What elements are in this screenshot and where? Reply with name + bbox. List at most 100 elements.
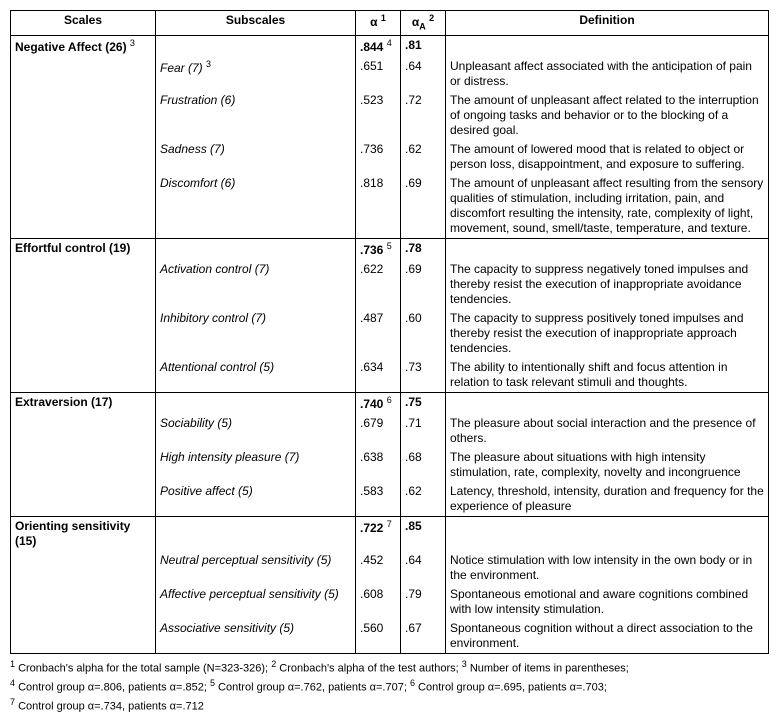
definition-text: Latency, threshold, intensity, duration … [446,482,769,517]
subscale-alphaA: .64 [401,551,446,585]
subscale-name: Sadness (7) [156,140,356,174]
scale-row: Effortful control (19).736 5.78 [11,238,769,260]
subscale-row: Associative sensitivity (5).560.67Sponta… [11,619,769,654]
subscale-alpha: .523 [356,91,401,140]
scale-name: Negative Affect (26) 3 [11,35,156,57]
subscale-alpha: .560 [356,619,401,654]
subscale-alphaA: .64 [401,57,446,91]
empty [11,91,156,140]
subscale-row: Affective perceptual sensitivity (5).608… [11,585,769,619]
subscale-row: Sadness (7).736.62The amount of lowered … [11,140,769,174]
subscale-row: Fear (7) 3.651.64Unpleasant affect assoc… [11,57,769,91]
subscale-alphaA: .62 [401,140,446,174]
subscale-name: Associative sensitivity (5) [156,619,356,654]
header-alpha: α 1 [356,11,401,36]
definition-text: The amount of unpleasant affect resultin… [446,174,769,239]
subscale-row: High intensity pleasure (7).638.68The pl… [11,448,769,482]
subscale-alpha: .634 [356,358,401,393]
subscale-row: Frustration (6).523.72The amount of unpl… [11,91,769,140]
definition-text: The pleasure about situations with high … [446,448,769,482]
subscale-row: Inhibitory control (7).487.60The capacit… [11,309,769,358]
empty [156,238,356,260]
header-alphaA: αA 2 [401,11,446,36]
subscale-alpha: .736 [356,140,401,174]
definition-text: Notice stimulation with low intensity in… [446,551,769,585]
scale-alpha: .844 4 [356,35,401,57]
scale-name: Extraversion (17) [11,392,156,414]
definition-text: Unpleasant affect associated with the an… [446,57,769,91]
scale-alphaA: .78 [401,238,446,260]
scale-row: Extraversion (17).740 6.75 [11,392,769,414]
subscale-name: Positive affect (5) [156,482,356,517]
subscale-alphaA: .71 [401,414,446,448]
subscale-alphaA: .60 [401,309,446,358]
header-row: Scales Subscales α 1 αA 2 Definition [11,11,769,36]
definition-text: The ability to intentionally shift and f… [446,358,769,393]
subscale-name: Fear (7) 3 [156,57,356,91]
empty [11,358,156,393]
header-scales: Scales [11,11,156,36]
empty [156,392,356,414]
subscale-alpha: .487 [356,309,401,358]
scale-alpha: .722 7 [356,516,401,551]
empty [446,516,769,551]
empty [11,448,156,482]
subscale-name: Attentional control (5) [156,358,356,393]
empty [11,57,156,91]
subscale-name: Affective perceptual sensitivity (5) [156,585,356,619]
empty [11,140,156,174]
definition-text: The amount of unpleasant affect related … [446,91,769,140]
empty [11,551,156,585]
subscale-alpha: .679 [356,414,401,448]
subscale-row: Positive affect (5).583.62Latency, thres… [11,482,769,517]
empty [11,619,156,654]
subscale-alpha: .608 [356,585,401,619]
scale-row: Negative Affect (26) 3 .844 4.81 [11,35,769,57]
subscale-alpha: .818 [356,174,401,239]
subscale-alphaA: .68 [401,448,446,482]
subscale-alphaA: .62 [401,482,446,517]
subscale-alphaA: .79 [401,585,446,619]
header-definition: Definition [446,11,769,36]
subscale-name: Inhibitory control (7) [156,309,356,358]
subscale-row: Discomfort (6).818.69The amount of unple… [11,174,769,239]
subscale-alpha: .638 [356,448,401,482]
subscale-name: Discomfort (6) [156,174,356,239]
definition-text: The pleasure about social interaction an… [446,414,769,448]
subscale-row: Sociability (5).679.71The pleasure about… [11,414,769,448]
subscale-name: High intensity pleasure (7) [156,448,356,482]
subscale-name: Neutral perceptual sensitivity (5) [156,551,356,585]
footnotes: 1 Cronbach's alpha for the total sample … [10,658,768,715]
empty [11,414,156,448]
empty [11,585,156,619]
scale-alphaA: .75 [401,392,446,414]
subscale-alphaA: .69 [401,260,446,309]
scale-alphaA: .85 [401,516,446,551]
scale-alphaA: .81 [401,35,446,57]
empty [156,35,356,57]
scale-name: Orienting sensitivity (15) [11,516,156,551]
subscale-alphaA: .69 [401,174,446,239]
definition-text: Spontaneous emotional and aware cognitio… [446,585,769,619]
empty [11,309,156,358]
subscale-row: Neutral perceptual sensitivity (5).452.6… [11,551,769,585]
definition-text: The capacity to suppress negatively tone… [446,260,769,309]
subscale-name: Sociability (5) [156,414,356,448]
subscale-row: Activation control (7).622.69The capacit… [11,260,769,309]
subscale-alphaA: .72 [401,91,446,140]
subscale-alpha: .622 [356,260,401,309]
empty [446,238,769,260]
empty [446,35,769,57]
scale-alpha: .736 5 [356,238,401,260]
header-subscales: Subscales [156,11,356,36]
empty [11,260,156,309]
subscale-alpha: .452 [356,551,401,585]
definition-text: The amount of lowered mood that is relat… [446,140,769,174]
empty [446,392,769,414]
definition-text: Spontaneous cognition without a direct a… [446,619,769,654]
definition-text: The capacity to suppress positively tone… [446,309,769,358]
subscale-name: Activation control (7) [156,260,356,309]
psychometric-table: Scales Subscales α 1 αA 2 Definition Neg… [10,10,769,654]
scale-row: Orienting sensitivity (15) .722 7.85 [11,516,769,551]
subscale-alpha: .583 [356,482,401,517]
